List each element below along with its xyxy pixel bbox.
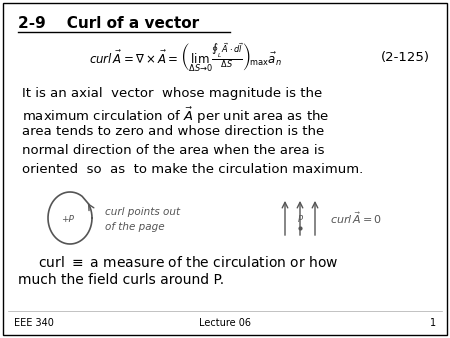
Text: curl $\equiv$ a measure of the circulation or how: curl $\equiv$ a measure of the circulati… (38, 255, 338, 270)
Text: Lecture 06: Lecture 06 (199, 318, 251, 328)
Text: curl points out
of the page: curl points out of the page (105, 207, 180, 232)
Text: normal direction of the area when the area is: normal direction of the area when the ar… (22, 144, 324, 157)
Text: area tends to zero and whose direction is the: area tends to zero and whose direction i… (22, 125, 324, 138)
Text: (2-125): (2-125) (381, 51, 429, 65)
Text: It is an axial  vector  whose magnitude is the: It is an axial vector whose magnitude is… (22, 87, 322, 100)
Text: EEE 340: EEE 340 (14, 318, 54, 328)
Text: $curl\,\vec{A} = \nabla \times \vec{A} = \left( \lim_{\Delta S \to 0} \frac{\oin: $curl\,\vec{A} = \nabla \times \vec{A} =… (89, 42, 281, 74)
Text: maximum circulation of $\vec{A}$ per unit area as the: maximum circulation of $\vec{A}$ per uni… (22, 106, 329, 126)
Text: 1: 1 (430, 318, 436, 328)
Text: P: P (297, 216, 302, 224)
Text: 2-9    Curl of a vector: 2-9 Curl of a vector (18, 16, 199, 31)
Text: much the field curls around P.: much the field curls around P. (18, 273, 224, 287)
Text: $curl\,\vec{A} = 0$: $curl\,\vec{A} = 0$ (330, 210, 382, 226)
Text: +P: +P (61, 216, 73, 224)
Text: oriented  so  as  to make the circulation maximum.: oriented so as to make the circulation m… (22, 163, 363, 176)
